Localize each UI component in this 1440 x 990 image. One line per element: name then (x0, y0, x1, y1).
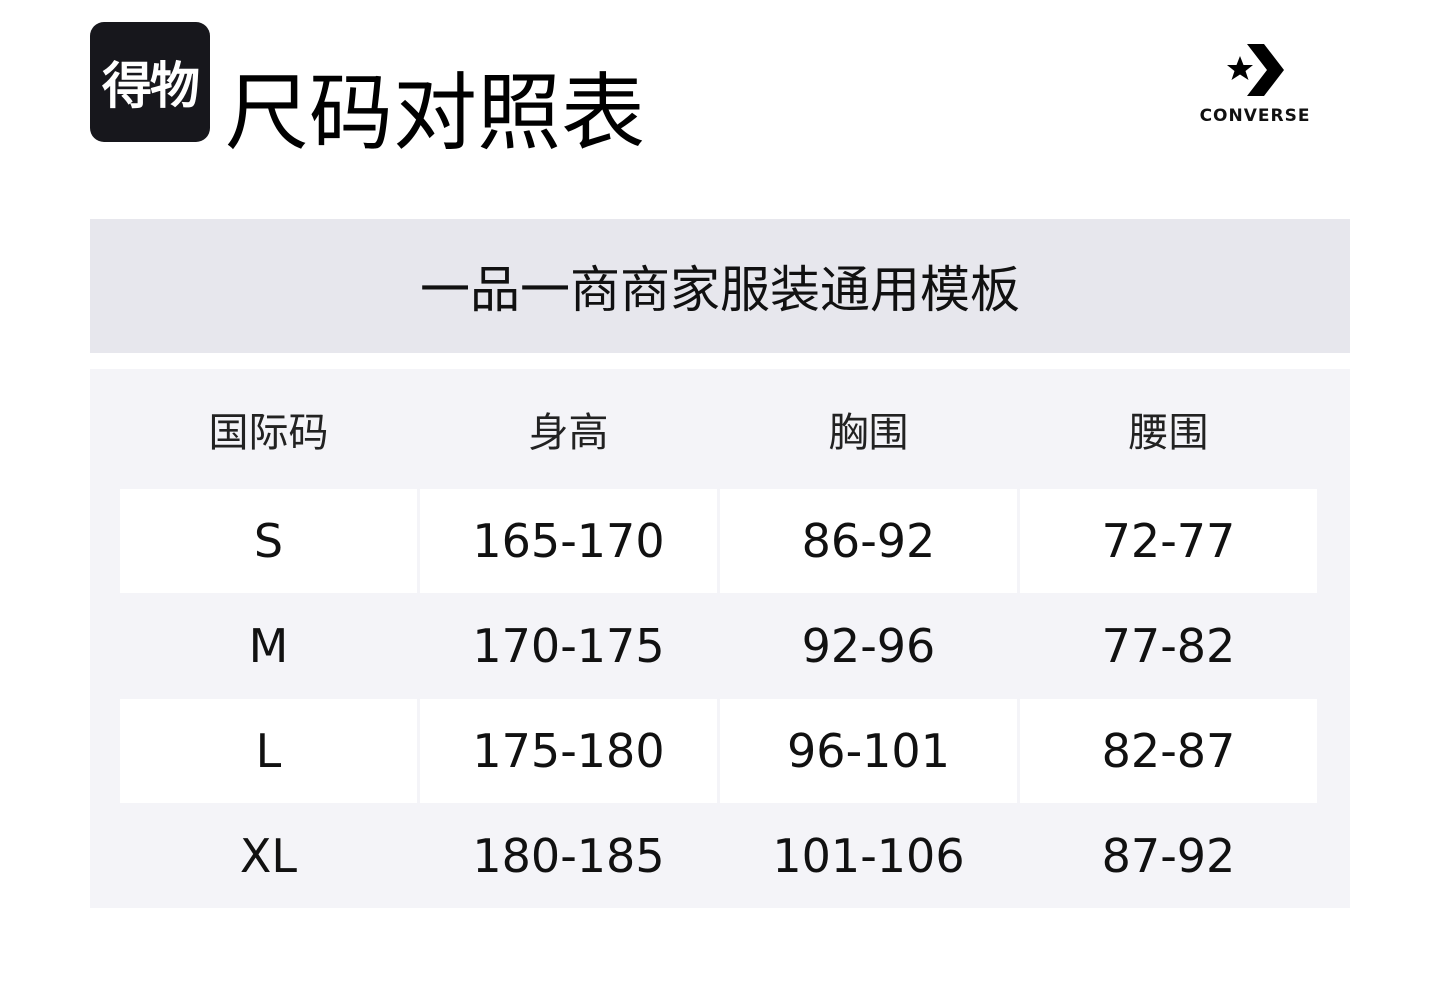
page-title: 尺码对照表 (225, 64, 646, 162)
column-header: 身高 (528, 409, 609, 456)
table-cell: 165-170 (420, 489, 717, 593)
logo-text: 得物 (102, 57, 200, 115)
table-cell: 72-77 (1020, 489, 1317, 593)
column-header: 国际码 (208, 409, 329, 456)
column-header: 腰围 (1128, 409, 1209, 456)
table-cell: 77-82 (1101, 619, 1236, 673)
table-cell: XL (239, 829, 298, 883)
table-row: XL 180-185 101-106 87-92 (120, 804, 1320, 908)
template-banner: 一品一商商家服装通用模板 (90, 219, 1350, 353)
table-row: L 175-180 96-101 82-87 (120, 699, 1320, 803)
table-cell: 180-185 (472, 829, 665, 883)
table-cell: 87-92 (1101, 829, 1236, 883)
column-header: 胸围 (828, 409, 909, 456)
table-row: M 170-175 92-96 77-82 (120, 594, 1320, 698)
table-cell: 175-180 (420, 699, 717, 803)
converse-logo: CONVERSE (1190, 40, 1320, 126)
dewu-logo: 得物 (90, 22, 210, 142)
table-cell: 170-175 (472, 619, 665, 673)
table-cell: M (248, 619, 289, 673)
converse-star-chevron-icon (1227, 44, 1284, 96)
table-cell: 101-106 (772, 829, 965, 883)
table-cell: L (120, 699, 417, 803)
table-cell: 82-87 (1020, 699, 1317, 803)
table-cell: 86-92 (720, 489, 1017, 593)
table-header: 国际码 身高 胸围 腰围 (120, 369, 1320, 488)
table-row: S 165-170 86-92 72-77 (120, 489, 1320, 593)
table-cell: 92-96 (801, 619, 936, 673)
size-table: 国际码 身高 胸围 腰围 S 165-170 86-92 72-77 M 170… (90, 369, 1350, 908)
table-cell: S (120, 489, 417, 593)
brand-name: CONVERSE (1199, 106, 1311, 126)
table-cell: 96-101 (720, 699, 1017, 803)
